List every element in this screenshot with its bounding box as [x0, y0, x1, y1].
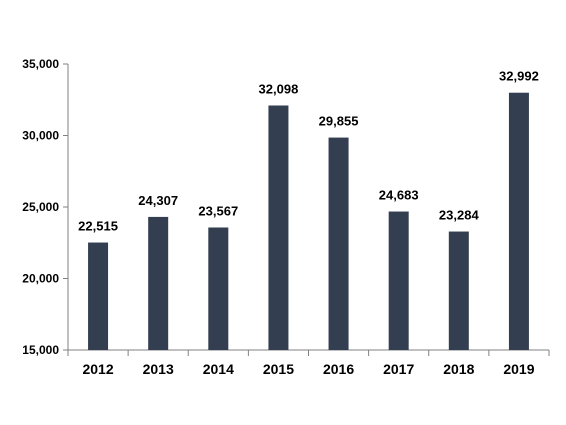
bar-2018 [448, 231, 469, 350]
data-label-2014: 23,567 [198, 203, 238, 218]
data-label-2016: 29,855 [319, 114, 359, 129]
x-tick-label: 2017 [383, 361, 414, 377]
x-axis: 2012 2013 2014 2015 2016 2017 2018 2019 [67, 349, 550, 377]
y-tick-label: 25,000 [22, 200, 59, 214]
x-tick-label: 2018 [443, 361, 474, 377]
bar-2015 [268, 105, 289, 350]
data-label-2018: 23,284 [439, 208, 480, 223]
data-label-2019: 32,992 [499, 69, 539, 84]
bar-2019 [508, 92, 529, 350]
y-axis: 15,000 20,000 25,000 30,000 35,000 [22, 57, 69, 357]
bars [88, 92, 529, 350]
x-tick-label: 2016 [323, 361, 354, 377]
y-tick-label: 30,000 [22, 129, 59, 143]
bar-2013 [148, 216, 169, 350]
data-label-2012: 22,515 [78, 219, 118, 234]
data-labels: 22,515 24,307 23,567 32,098 29,855 24,683 23,2… [78, 69, 539, 234]
x-tick-label: 2014 [203, 361, 234, 377]
data-label-2015: 32,098 [259, 81, 299, 96]
bar-2014 [208, 227, 229, 350]
x-tick-label: 2012 [82, 361, 113, 377]
x-tick-label: 2015 [263, 361, 294, 377]
y-tick-label: 20,000 [22, 272, 59, 286]
bar-2016 [328, 137, 349, 350]
x-tick-label: 2019 [503, 361, 534, 377]
x-tick-label: 2013 [143, 361, 174, 377]
y-tick-label: 35,000 [22, 57, 59, 71]
data-label-2013: 24,307 [138, 193, 178, 208]
bar-2017 [388, 211, 409, 350]
data-label-2017: 24,683 [379, 188, 419, 203]
bar-2012 [88, 242, 109, 350]
y-tick-label: 15,000 [22, 343, 59, 357]
